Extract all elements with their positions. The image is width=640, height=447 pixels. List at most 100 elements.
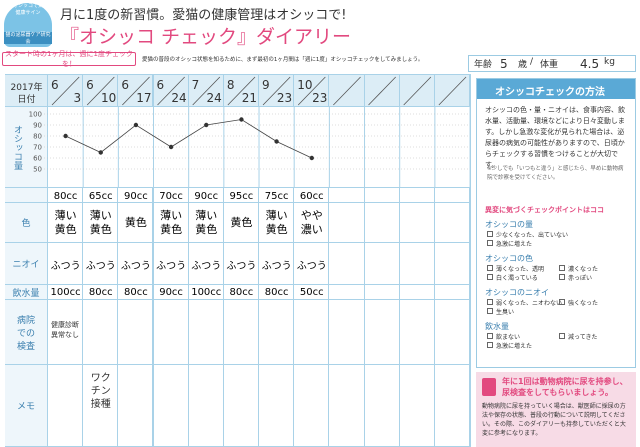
y-tick-label: 80 bbox=[33, 133, 42, 141]
color: 薄い黄色 bbox=[259, 203, 294, 243]
date-diagonal bbox=[438, 76, 467, 106]
line bbox=[65, 119, 312, 159]
section-title: オシッコのニオイ bbox=[485, 288, 549, 297]
checkbox bbox=[559, 299, 565, 305]
cell bbox=[223, 365, 259, 447]
cell bbox=[153, 188, 189, 203]
amount: 75cc bbox=[264, 190, 289, 202]
cell bbox=[153, 285, 189, 300]
y-tick-label: 50 bbox=[33, 166, 42, 174]
section-title: オシッコの色 bbox=[485, 254, 533, 263]
profile-age: 5 bbox=[500, 57, 508, 71]
logo-name: 猫の泌尿器ケア研究会 bbox=[4, 32, 52, 45]
date-diagonal bbox=[262, 76, 291, 106]
cell bbox=[294, 188, 330, 203]
water: 80cc bbox=[124, 287, 148, 298]
section-title: 飲水量 bbox=[485, 322, 509, 331]
smell: ふつう bbox=[50, 260, 81, 272]
check-item: 強くなった bbox=[568, 300, 599, 307]
date-diagonal bbox=[333, 76, 361, 106]
date-diagonal bbox=[368, 76, 396, 106]
color-text: 薄い黄色 bbox=[195, 209, 218, 236]
date-month: 6 bbox=[121, 78, 129, 92]
water: 80cc bbox=[229, 287, 254, 298]
date-diagonal bbox=[297, 76, 326, 106]
row-label: メモ bbox=[5, 365, 48, 447]
date-label: 日付 bbox=[17, 95, 36, 105]
amount: 90cc bbox=[124, 190, 148, 202]
color: 薄い黄色 bbox=[154, 203, 189, 243]
cell bbox=[118, 300, 154, 365]
color-text: 薄い黄色 bbox=[265, 209, 288, 236]
cell bbox=[259, 243, 295, 285]
cell bbox=[223, 285, 259, 300]
method-note: ※少しでも「いつもと違う」と感じたら、早めに動物病院で診察を受けてください。 bbox=[487, 166, 624, 181]
cell bbox=[329, 243, 365, 285]
checkbox bbox=[487, 299, 493, 305]
y-tick-label: 90 bbox=[33, 122, 42, 130]
cell bbox=[223, 300, 259, 365]
date-day: 3 bbox=[73, 91, 82, 105]
checkbox bbox=[559, 265, 565, 271]
check-item: 減ってきた bbox=[568, 334, 598, 341]
color-text: 黄色 bbox=[124, 216, 147, 229]
cell bbox=[153, 243, 189, 285]
date-month: 10 bbox=[297, 78, 313, 92]
date-day: 24 bbox=[206, 91, 222, 105]
checkbox bbox=[487, 240, 493, 246]
color-text: 薄い黄色 bbox=[160, 209, 183, 236]
cell bbox=[259, 365, 295, 447]
cell bbox=[434, 188, 471, 203]
row-label bbox=[5, 107, 48, 188]
points-title: 異変に気づくチェックポイントはココ bbox=[485, 206, 604, 214]
cell bbox=[83, 365, 119, 447]
water: 50cc bbox=[299, 287, 324, 298]
point bbox=[239, 117, 244, 122]
cell bbox=[188, 188, 224, 203]
cell bbox=[294, 243, 330, 285]
cell bbox=[188, 203, 224, 243]
cell bbox=[399, 365, 435, 447]
check-item: 赤っぽい bbox=[568, 275, 593, 282]
water: 80cc bbox=[88, 287, 113, 298]
checkbox bbox=[487, 342, 493, 348]
date-diagonal bbox=[157, 76, 185, 106]
footer-title: 年に1回は動物病院に尿を持参し、尿検査をしてもらいましょう。 bbox=[502, 377, 628, 397]
color: 黄色 bbox=[224, 203, 259, 243]
intro-text: 愛猫の普段のオシッコ状態を知るために、まず最初の1ヶ月間は「週に1度」オシッコチ… bbox=[142, 57, 424, 63]
date-diagonal bbox=[227, 76, 256, 106]
amount: 70cc bbox=[159, 190, 183, 202]
row-label bbox=[5, 75, 48, 107]
cell bbox=[83, 300, 119, 365]
checkbox bbox=[487, 308, 493, 314]
cell bbox=[223, 243, 259, 285]
cell bbox=[329, 365, 365, 447]
cell bbox=[329, 300, 365, 365]
date-day: 24 bbox=[171, 91, 187, 105]
amount: 80cc bbox=[53, 190, 78, 202]
check-item: 飲まない bbox=[496, 334, 521, 341]
color: 薄い黄色 bbox=[83, 203, 118, 243]
cell bbox=[48, 365, 84, 447]
check-item: 弱くなった、ニオわない bbox=[496, 300, 563, 307]
y-label: オシッコ量 bbox=[12, 125, 22, 170]
point bbox=[63, 133, 68, 139]
smell: ふつう bbox=[156, 260, 187, 272]
cell bbox=[48, 203, 84, 243]
date-day: 10 bbox=[101, 91, 117, 105]
cell bbox=[48, 285, 84, 300]
water: 90cc bbox=[159, 287, 183, 298]
smell: ふつう bbox=[191, 260, 222, 272]
amount: 90cc bbox=[194, 190, 219, 202]
color: 薄い黄色 bbox=[189, 203, 224, 243]
row-label: ニオイ bbox=[5, 243, 48, 285]
date-month: 7 bbox=[191, 78, 200, 92]
footer-box: 年に1回は動物病院に尿を持参し、尿検査をしてもらいましょう。 動物病院に尿を持って… bbox=[476, 372, 636, 447]
check-item: 生臭い bbox=[496, 309, 515, 316]
y-tick-label: 70 bbox=[33, 144, 42, 152]
check-item: 急激に増えた bbox=[496, 343, 533, 350]
cell bbox=[329, 285, 365, 300]
point bbox=[204, 122, 209, 128]
checkbox bbox=[487, 231, 493, 237]
date-month: 6 bbox=[86, 78, 94, 92]
